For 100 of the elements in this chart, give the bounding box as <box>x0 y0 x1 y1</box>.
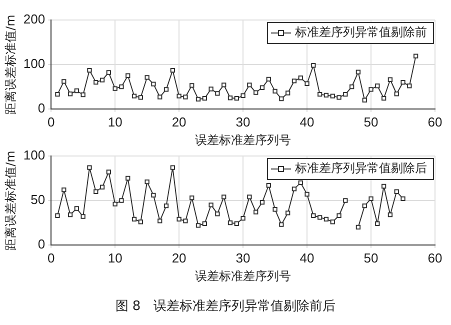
x-tick-label: 40 <box>300 250 314 266</box>
point <box>132 94 137 98</box>
point <box>394 92 399 96</box>
point <box>292 78 297 84</box>
point <box>222 82 226 88</box>
point <box>112 86 118 91</box>
legend-label: 标准差序列异常值剔除前 <box>294 25 427 40</box>
point <box>190 83 194 88</box>
point <box>126 176 130 181</box>
point <box>292 186 297 192</box>
x-tick-label: 40 <box>300 114 314 130</box>
point <box>266 76 271 82</box>
point <box>247 82 252 88</box>
x-tick-label: 10 <box>108 114 122 130</box>
point <box>202 96 207 101</box>
point <box>170 165 175 170</box>
y-axis-title: 距离误差标准值/m <box>3 14 18 114</box>
point <box>100 78 105 82</box>
point <box>126 73 130 78</box>
point <box>55 92 60 97</box>
y-tick-label: 200 <box>23 12 46 27</box>
point <box>381 184 386 189</box>
x-tick-label: 50 <box>364 250 378 266</box>
point <box>368 196 374 202</box>
point <box>234 221 239 226</box>
x-tick-label: 20 <box>172 114 186 130</box>
point <box>132 216 137 222</box>
point <box>311 213 316 218</box>
point <box>215 91 220 96</box>
y-tick-label: 0 <box>38 100 46 116</box>
point <box>317 215 322 220</box>
point <box>413 54 418 58</box>
point <box>151 82 156 86</box>
point <box>254 210 258 214</box>
point <box>394 189 399 194</box>
point <box>400 80 406 85</box>
x-tick-label: 20 <box>172 250 186 266</box>
point <box>144 75 150 80</box>
x-axis-title: 误差标准差序列号 <box>195 132 292 147</box>
point <box>260 85 265 90</box>
point <box>119 84 124 90</box>
point <box>381 96 386 101</box>
point <box>208 202 214 208</box>
point <box>202 221 207 226</box>
point <box>164 204 169 208</box>
x-tick-label: 60 <box>428 114 442 130</box>
point <box>68 92 73 96</box>
legend-label: 标准差序列异常值剔除后 <box>294 161 427 176</box>
point <box>349 84 354 90</box>
point <box>356 70 361 74</box>
point <box>74 88 80 94</box>
point <box>94 189 98 194</box>
point <box>87 68 92 73</box>
point <box>94 80 98 85</box>
point <box>400 196 406 202</box>
point <box>196 223 201 228</box>
point <box>254 90 258 95</box>
point <box>407 84 412 88</box>
point <box>234 96 239 101</box>
point <box>240 216 246 221</box>
x-tick-label: 30 <box>236 250 250 266</box>
point <box>298 76 303 80</box>
point <box>106 70 112 75</box>
point <box>356 224 361 230</box>
point <box>317 92 322 97</box>
point <box>298 180 303 186</box>
point <box>62 187 66 192</box>
point <box>375 84 380 88</box>
point <box>388 212 393 218</box>
y-tick-label: 100 <box>23 148 46 163</box>
point <box>228 96 233 100</box>
point <box>144 179 150 184</box>
point <box>164 87 169 92</box>
point <box>215 212 220 216</box>
point <box>106 170 112 174</box>
x-tick-label: 0 <box>47 114 55 130</box>
point <box>343 92 348 97</box>
point <box>228 220 233 226</box>
point <box>343 198 348 203</box>
point <box>55 213 60 218</box>
point <box>279 96 284 102</box>
point <box>208 86 214 92</box>
point <box>196 96 201 102</box>
point <box>375 221 380 226</box>
point <box>266 183 271 188</box>
x-tick-label: 30 <box>236 114 250 130</box>
point <box>100 184 105 190</box>
y-tick-label: 50 <box>30 192 46 208</box>
point <box>74 206 80 211</box>
point <box>138 220 144 224</box>
point <box>330 94 335 98</box>
x-tick-label: 0 <box>47 250 55 266</box>
point <box>119 198 124 203</box>
point <box>362 204 367 208</box>
point <box>362 98 367 102</box>
point <box>304 81 310 86</box>
y-tick-label: 0 <box>38 236 46 252</box>
point <box>324 92 329 98</box>
point <box>68 212 73 218</box>
point <box>336 95 342 100</box>
